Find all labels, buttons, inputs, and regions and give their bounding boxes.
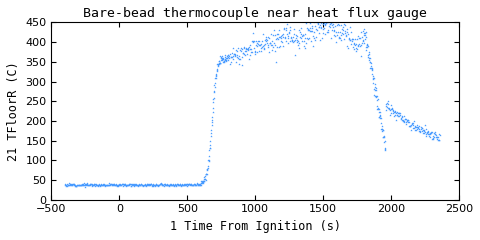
X-axis label: 1 Time From Ignition (s): 1 Time From Ignition (s) [170, 220, 341, 233]
Title: Bare-bead thermocouple near heat flux gauge: Bare-bead thermocouple near heat flux ga… [83, 7, 427, 20]
Y-axis label: 21 TFloorR (C): 21 TFloorR (C) [7, 61, 20, 161]
